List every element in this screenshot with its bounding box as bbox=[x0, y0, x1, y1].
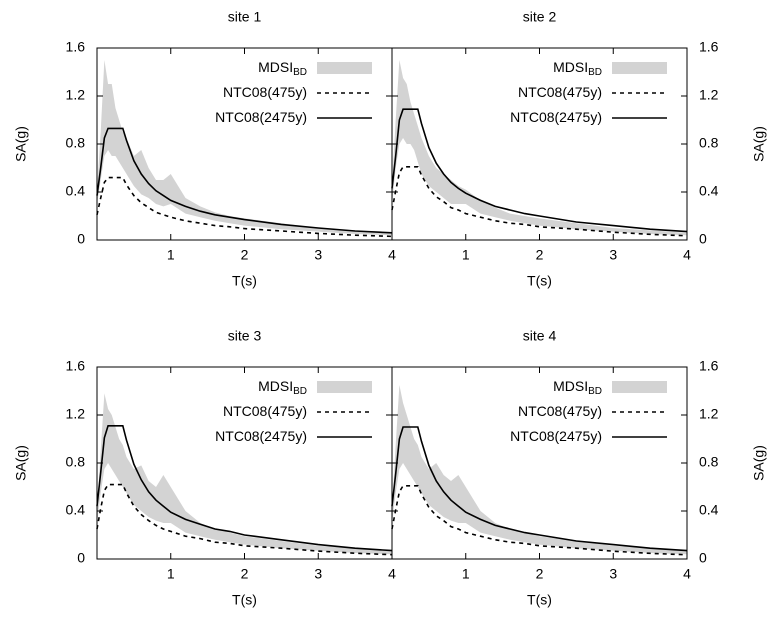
panel-title: site 2 bbox=[523, 9, 557, 25]
line-series bbox=[391, 108, 688, 233]
x-axis-label: T(s) bbox=[527, 592, 552, 608]
panel-title: site 3 bbox=[228, 328, 262, 344]
line-series bbox=[391, 485, 688, 556]
legend-swatch bbox=[317, 381, 372, 393]
x-tick-label: 4 bbox=[388, 566, 396, 582]
y-tick-label: 0 bbox=[699, 231, 707, 247]
legend-label: NTC08(2475y) bbox=[215, 109, 307, 125]
y-axis-label: SA(g) bbox=[751, 445, 767, 481]
legend-name: NTC08(2475y) bbox=[510, 428, 602, 444]
y-tick-label: 1.6 bbox=[66, 39, 86, 55]
panel-title: site 1 bbox=[228, 9, 262, 25]
x-tick-label: 2 bbox=[241, 566, 249, 582]
line-series bbox=[96, 425, 393, 552]
legend-subscript: BD bbox=[293, 386, 307, 397]
y-tick-label: 1.6 bbox=[699, 39, 719, 55]
legend-name: NTC08(475y) bbox=[223, 403, 307, 419]
line-series bbox=[96, 483, 393, 556]
legend-label: NTC08(475y) bbox=[223, 403, 307, 419]
x-tick-label: 1 bbox=[167, 247, 175, 263]
x-tick-label: 4 bbox=[683, 247, 691, 263]
legend-name: NTC08(2475y) bbox=[215, 109, 307, 125]
legend-swatch bbox=[612, 62, 667, 74]
x-tick-label: 4 bbox=[388, 247, 396, 263]
legend-label: NTC08(2475y) bbox=[215, 428, 307, 444]
y-tick-label: 0.4 bbox=[66, 183, 86, 199]
legend-name: NTC08(475y) bbox=[518, 403, 602, 419]
x-tick-label: 2 bbox=[536, 566, 544, 582]
y-tick-label: 0.4 bbox=[699, 183, 719, 199]
y-tick-label: 0.8 bbox=[66, 135, 86, 151]
legend-label: MDSIBD bbox=[553, 59, 602, 78]
legend-name: NTC08(475y) bbox=[223, 84, 307, 100]
y-tick-label: 1.6 bbox=[699, 358, 719, 374]
line-series bbox=[96, 127, 393, 234]
y-tick-label: 0.8 bbox=[66, 454, 86, 470]
panel-title: site 4 bbox=[523, 328, 557, 344]
y-tick-label: 1.2 bbox=[66, 406, 86, 422]
legend-subscript: BD bbox=[293, 67, 307, 78]
x-axis-label: T(s) bbox=[527, 273, 552, 289]
y-tick-label: 0 bbox=[77, 231, 85, 247]
y-axis-label: SA(g) bbox=[13, 126, 29, 162]
y-tick-label: 0.4 bbox=[66, 502, 86, 518]
x-tick-label: 3 bbox=[314, 247, 322, 263]
y-tick-label: 1.2 bbox=[699, 87, 719, 103]
legend-name: MDSI bbox=[553, 378, 588, 394]
x-tick-label: 3 bbox=[314, 566, 322, 582]
legend-label: NTC08(2475y) bbox=[510, 109, 602, 125]
legend-label: MDSIBD bbox=[553, 378, 602, 397]
y-tick-label: 0.4 bbox=[699, 502, 719, 518]
legend-label: NTC08(475y) bbox=[518, 84, 602, 100]
x-axis-label: T(s) bbox=[232, 592, 257, 608]
legend-label: NTC08(2475y) bbox=[510, 428, 602, 444]
plot-frame bbox=[96, 366, 393, 560]
plot-frame bbox=[391, 47, 688, 241]
y-tick-label: 0.8 bbox=[699, 454, 719, 470]
legend-name: NTC08(2475y) bbox=[215, 428, 307, 444]
band-area bbox=[97, 393, 392, 555]
y-axis-label: SA(g) bbox=[13, 445, 29, 481]
band-area bbox=[392, 60, 687, 236]
legend-name: NTC08(2475y) bbox=[510, 109, 602, 125]
panel: site 3 T(s) SA(g) 1 2 3 4 0 0.4 0.8 1.2 1.6 MDSIBD NT… bbox=[13, 328, 396, 608]
band-area bbox=[97, 60, 392, 236]
legend-swatch bbox=[317, 62, 372, 74]
x-tick-label: 3 bbox=[609, 247, 617, 263]
legend-label: NTC08(475y) bbox=[518, 403, 602, 419]
x-tick-label: 1 bbox=[462, 247, 470, 263]
y-tick-label: 1.2 bbox=[66, 87, 86, 103]
legend-name: MDSI bbox=[553, 59, 588, 75]
x-axis-label: T(s) bbox=[232, 273, 257, 289]
y-tick-label: 0.8 bbox=[699, 135, 719, 151]
legend-subscript: BD bbox=[588, 67, 602, 78]
x-tick-label: 1 bbox=[462, 566, 470, 582]
legend-name: MDSI bbox=[258, 378, 293, 394]
panel: site 1 T(s) SA(g) 1 2 3 4 0 0.4 0.8 1.2 1.6 MDSIBD NT… bbox=[13, 9, 396, 289]
y-tick-label: 1.2 bbox=[699, 406, 719, 422]
legend-name: MDSI bbox=[258, 59, 293, 75]
line-series bbox=[391, 166, 688, 237]
x-tick-label: 3 bbox=[609, 566, 617, 582]
legend-label: MDSIBD bbox=[258, 59, 307, 78]
y-axis-label: SA(g) bbox=[751, 126, 767, 162]
y-tick-label: 0 bbox=[77, 550, 85, 566]
panel: site 4T(s)SA(g)1 2 3 400.40.81.21.6MDSIBDNT… bbox=[391, 328, 767, 608]
x-tick-label: 1 bbox=[167, 566, 175, 582]
legend-swatch bbox=[612, 381, 667, 393]
line-series bbox=[96, 176, 393, 238]
y-tick-label: 0 bbox=[699, 550, 707, 566]
panel: site 2T(s)SA(g)1 2 3 400.40.81.21.6MDSIBDNT… bbox=[391, 9, 767, 289]
x-tick-label: 2 bbox=[241, 247, 249, 263]
plot-frame bbox=[96, 47, 393, 241]
x-tick-label: 2 bbox=[536, 247, 544, 263]
line-series bbox=[391, 426, 688, 552]
legend-subscript: BD bbox=[588, 386, 602, 397]
legend-label: NTC08(475y) bbox=[223, 84, 307, 100]
y-tick-label: 1.6 bbox=[66, 358, 86, 374]
x-tick-label: 4 bbox=[683, 566, 691, 582]
legend-label: MDSIBD bbox=[258, 378, 307, 397]
legend-name: NTC08(475y) bbox=[518, 84, 602, 100]
